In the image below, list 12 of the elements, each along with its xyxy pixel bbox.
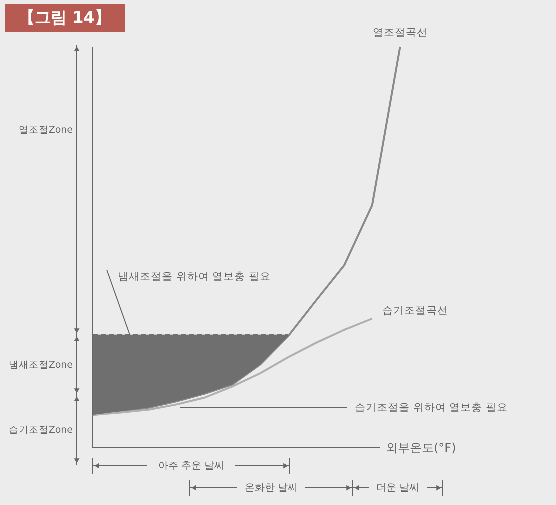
text: 더운 날씨 — [376, 483, 420, 494]
text: 열조절Zone — [18, 125, 74, 136]
text: 아주 추운 날씨 — [158, 461, 225, 472]
chart-title: 【그림 14】 — [19, 8, 111, 27]
annotation: 습기조절을 위하여 열보충 필요 — [355, 402, 508, 414]
text: 온화한 날씨 — [244, 483, 298, 494]
text: 습기조절Zone — [8, 425, 74, 436]
x-axis-title: 외부온도(°F) — [386, 441, 456, 455]
annotation: 냄새조절을 위하여 열보충 필요 — [118, 271, 272, 283]
series-label: 습기조절곡선 — [382, 304, 448, 317]
text: 냄새조절Zone — [8, 360, 74, 371]
series-label: 열조절곡선 — [372, 27, 428, 39]
